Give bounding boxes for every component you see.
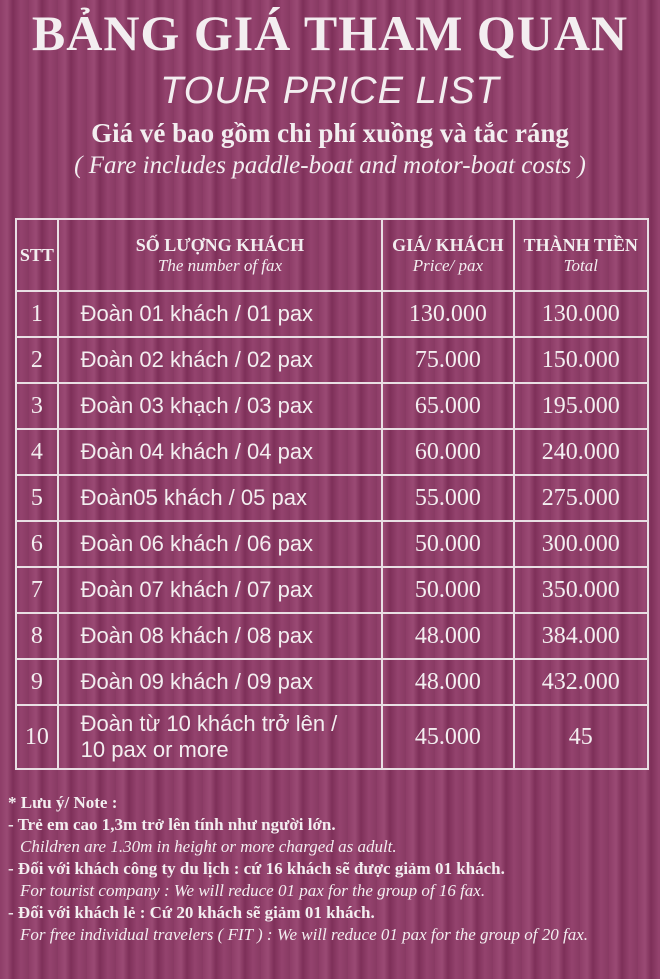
cell: 55.000 [381, 474, 515, 522]
subtitle: TOUR PRICE LIST [160, 70, 500, 112]
note-vi: - Trẻ em cao 1,3m trở lên tính như người… [8, 815, 336, 834]
cell: Đoàn từ 10 khách trở lên /10 pax or more [56, 704, 384, 770]
cell: 60.000 [381, 428, 515, 476]
cell: 4 [15, 428, 59, 476]
cell: 432.000 [512, 658, 650, 706]
notes-heading: * Lưu ý/ Note : [8, 793, 118, 812]
cell: 75.000 [381, 336, 515, 384]
cell: 150.000 [512, 336, 650, 384]
cell: Đoàn 06 khách / 06 pax [56, 520, 384, 568]
header-cell: SỐ LƯỢNG KHÁCH The number of fax [56, 218, 384, 292]
header-text: STT [19, 244, 54, 265]
cell: 2 [15, 336, 59, 384]
cell: 50.000 [381, 520, 515, 568]
price-table: STT SỐ LƯỢNG KHÁCH The number of fax GIÁ/ K… [15, 218, 650, 770]
note-en: ( Fare includes paddle-boat and motor-bo… [74, 152, 586, 179]
title: BẢNG GIÁ THAM QUAN [31, 5, 629, 61]
row: 10 Đoàn từ 10 khách trở lên /10 pax or mo… [15, 704, 650, 770]
cell: 10 [15, 704, 59, 770]
cell: 8 [15, 612, 59, 660]
cell: 65.000 [381, 382, 515, 430]
header-cell: STT [15, 218, 59, 292]
cell: 48.000 [381, 612, 515, 660]
cell: 384.000 [512, 612, 650, 660]
header-text: SỐ LƯỢNG KHÁCH [135, 234, 305, 255]
note-en: For tourist company : We will reduce 01 … [20, 881, 486, 900]
note-vi: - Đối với khách công ty du lịch : cứ 16 … [8, 859, 505, 878]
cell: Đoàn 02 khách / 02 pax [56, 336, 384, 384]
note-en: For free individual travelers ( FIT ) : … [20, 925, 588, 944]
cell: 240.000 [512, 428, 650, 476]
cell: 1 [15, 290, 59, 338]
header-row: STT SỐ LƯỢNG KHÁCH The number of fax GIÁ/ K… [15, 218, 650, 292]
cell: 9 [15, 658, 59, 706]
row: 8 Đoàn 08 khách / 08 pax 48.000 384.000 [15, 612, 650, 660]
header-text: THÀNH TIỀN [523, 234, 638, 255]
cell: 130.000 [381, 290, 515, 338]
cell: 130.000 [512, 290, 650, 338]
cell: 300.000 [512, 520, 650, 568]
cell-line: Đoàn từ 10 khách trở lên / [80, 711, 338, 736]
header-text: Price/ pax [412, 255, 484, 275]
cell: Đoàn 01 khách / 01 pax [56, 290, 384, 338]
row: 2 Đoàn 02 khách / 02 pax 75.000 150.000 [15, 336, 650, 384]
cell: 48.000 [381, 658, 515, 706]
cell: 45.000 [381, 704, 515, 770]
cell: 3 [15, 382, 59, 430]
header-text: GIÁ/ KHÁCH [392, 234, 504, 255]
row: 1 Đoàn 01 khách / 01 pax 130.000 130.000 [15, 290, 650, 338]
cell: Đoàn05 khách / 05 pax [56, 474, 384, 522]
row: 5 Đoàn05 khách / 05 pax 55.000 275.000 [15, 474, 650, 522]
header-cell: THÀNH TIỀN Total [512, 218, 650, 292]
cell: Đoàn 03 khạch / 03 pax [56, 382, 384, 430]
header-text: Total [563, 255, 598, 275]
row: 3 Đoàn 03 khạch / 03 pax 65.000 195.000 [15, 382, 650, 430]
cell: Đoàn 07 khách / 07 pax [56, 566, 384, 614]
cell: Đoàn 04 khách / 04 pax [56, 428, 384, 476]
note-vi: Giá vé bao gồm chi phí xuồng và tắc ráng [91, 118, 569, 148]
cell: 45 [512, 704, 650, 770]
cell: Đoàn 08 khách / 08 pax [56, 612, 384, 660]
cell: 275.000 [512, 474, 650, 522]
cell: Đoàn 09 khách / 09 pax [56, 658, 384, 706]
cell: 195.000 [512, 382, 650, 430]
cell: 6 [15, 520, 59, 568]
row: 4 Đoàn 04 khách / 04 pax 60.000 240.000 [15, 428, 650, 476]
row: 9 Đoàn 09 khách / 09 pax 48.000 432.000 [15, 658, 650, 706]
cell: 7 [15, 566, 59, 614]
cell: 50.000 [381, 566, 515, 614]
cell-line: 10 pax or more [80, 737, 229, 762]
cell: 5 [15, 474, 59, 522]
note-vi: - Đối với khách lẻ : Cứ 20 khách sẽ giảm… [8, 903, 375, 922]
header-cell: GIÁ/ KHÁCH Price/ pax [381, 218, 515, 292]
row: 7 Đoàn 07 khách / 07 pax 50.000 350.000 [15, 566, 650, 614]
note-en: Children are 1.30m in height or more cha… [20, 837, 397, 856]
row: 6 Đoàn 06 khách / 06 pax 50.000 300.000 [15, 520, 650, 568]
header-text: The number of fax [157, 255, 283, 275]
cell: 350.000 [512, 566, 650, 614]
notes: * Lưu ý/ Note : - Trẻ em cao 1,3m trở lên… [8, 792, 588, 946]
